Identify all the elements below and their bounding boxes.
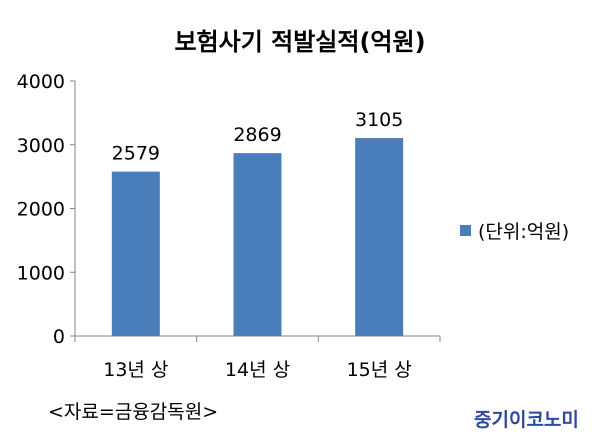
bar xyxy=(233,153,282,336)
x-tick-label: 13년 상 xyxy=(103,359,168,381)
y-tick-label: 4000 xyxy=(17,71,65,93)
source-note: <자료=금융감독원> xyxy=(48,401,219,423)
data-label: 3105 xyxy=(355,109,403,131)
y-tick-label: 3000 xyxy=(17,135,65,157)
chart-labels: 0 1000 2000 3000 4000 2579 13년 상 2869 14년 상 3105 1… xyxy=(17,71,412,381)
legend-swatch xyxy=(460,225,471,236)
data-label: 2579 xyxy=(112,143,160,165)
bar xyxy=(355,138,404,336)
data-label: 2869 xyxy=(233,124,281,146)
publisher-logo: 중기이코노미 xyxy=(474,409,579,431)
y-tick-label: 2000 xyxy=(17,199,65,221)
y-tick-label: 1000 xyxy=(17,262,65,284)
x-tick-label: 14년 상 xyxy=(225,359,290,381)
legend-label: (단위:억원) xyxy=(478,221,570,243)
y-tick-label: 0 xyxy=(53,326,65,348)
bar xyxy=(111,171,160,336)
chart-bars xyxy=(111,138,404,336)
chart-title: 보험사기 적발실적(억원) xyxy=(174,28,426,56)
legend: (단위:억원) xyxy=(460,217,569,244)
x-tick-label: 15년 상 xyxy=(347,359,412,381)
